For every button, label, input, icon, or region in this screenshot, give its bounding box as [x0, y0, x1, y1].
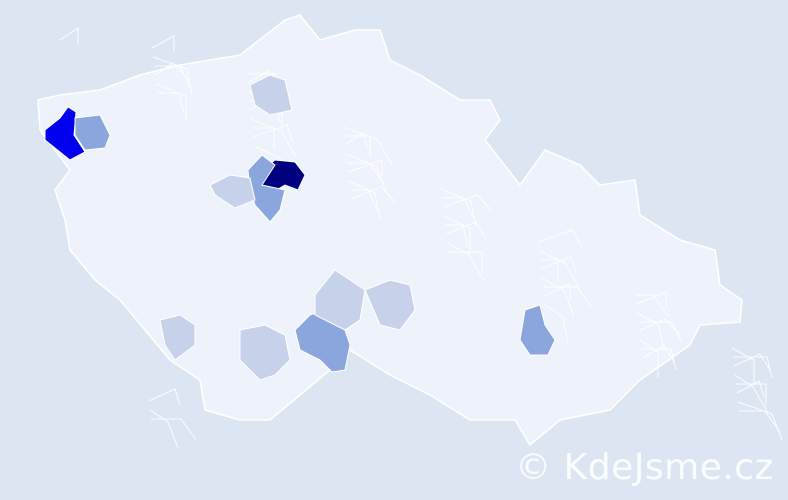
district-region-low[interactable]	[159, 314, 196, 361]
country-outline	[37, 14, 743, 447]
watermark: © KdeJsme.cz	[515, 447, 774, 488]
district-region-low[interactable]	[239, 324, 291, 381]
district-region-low[interactable]	[249, 74, 293, 116]
district-region-low[interactable]	[364, 279, 416, 331]
district-region-low[interactable]	[314, 269, 366, 331]
district-borders	[59, 27, 783, 449]
district-region-medium[interactable]	[519, 304, 556, 356]
district-region-low[interactable]	[209, 174, 256, 209]
district-region-medium[interactable]	[74, 114, 111, 151]
